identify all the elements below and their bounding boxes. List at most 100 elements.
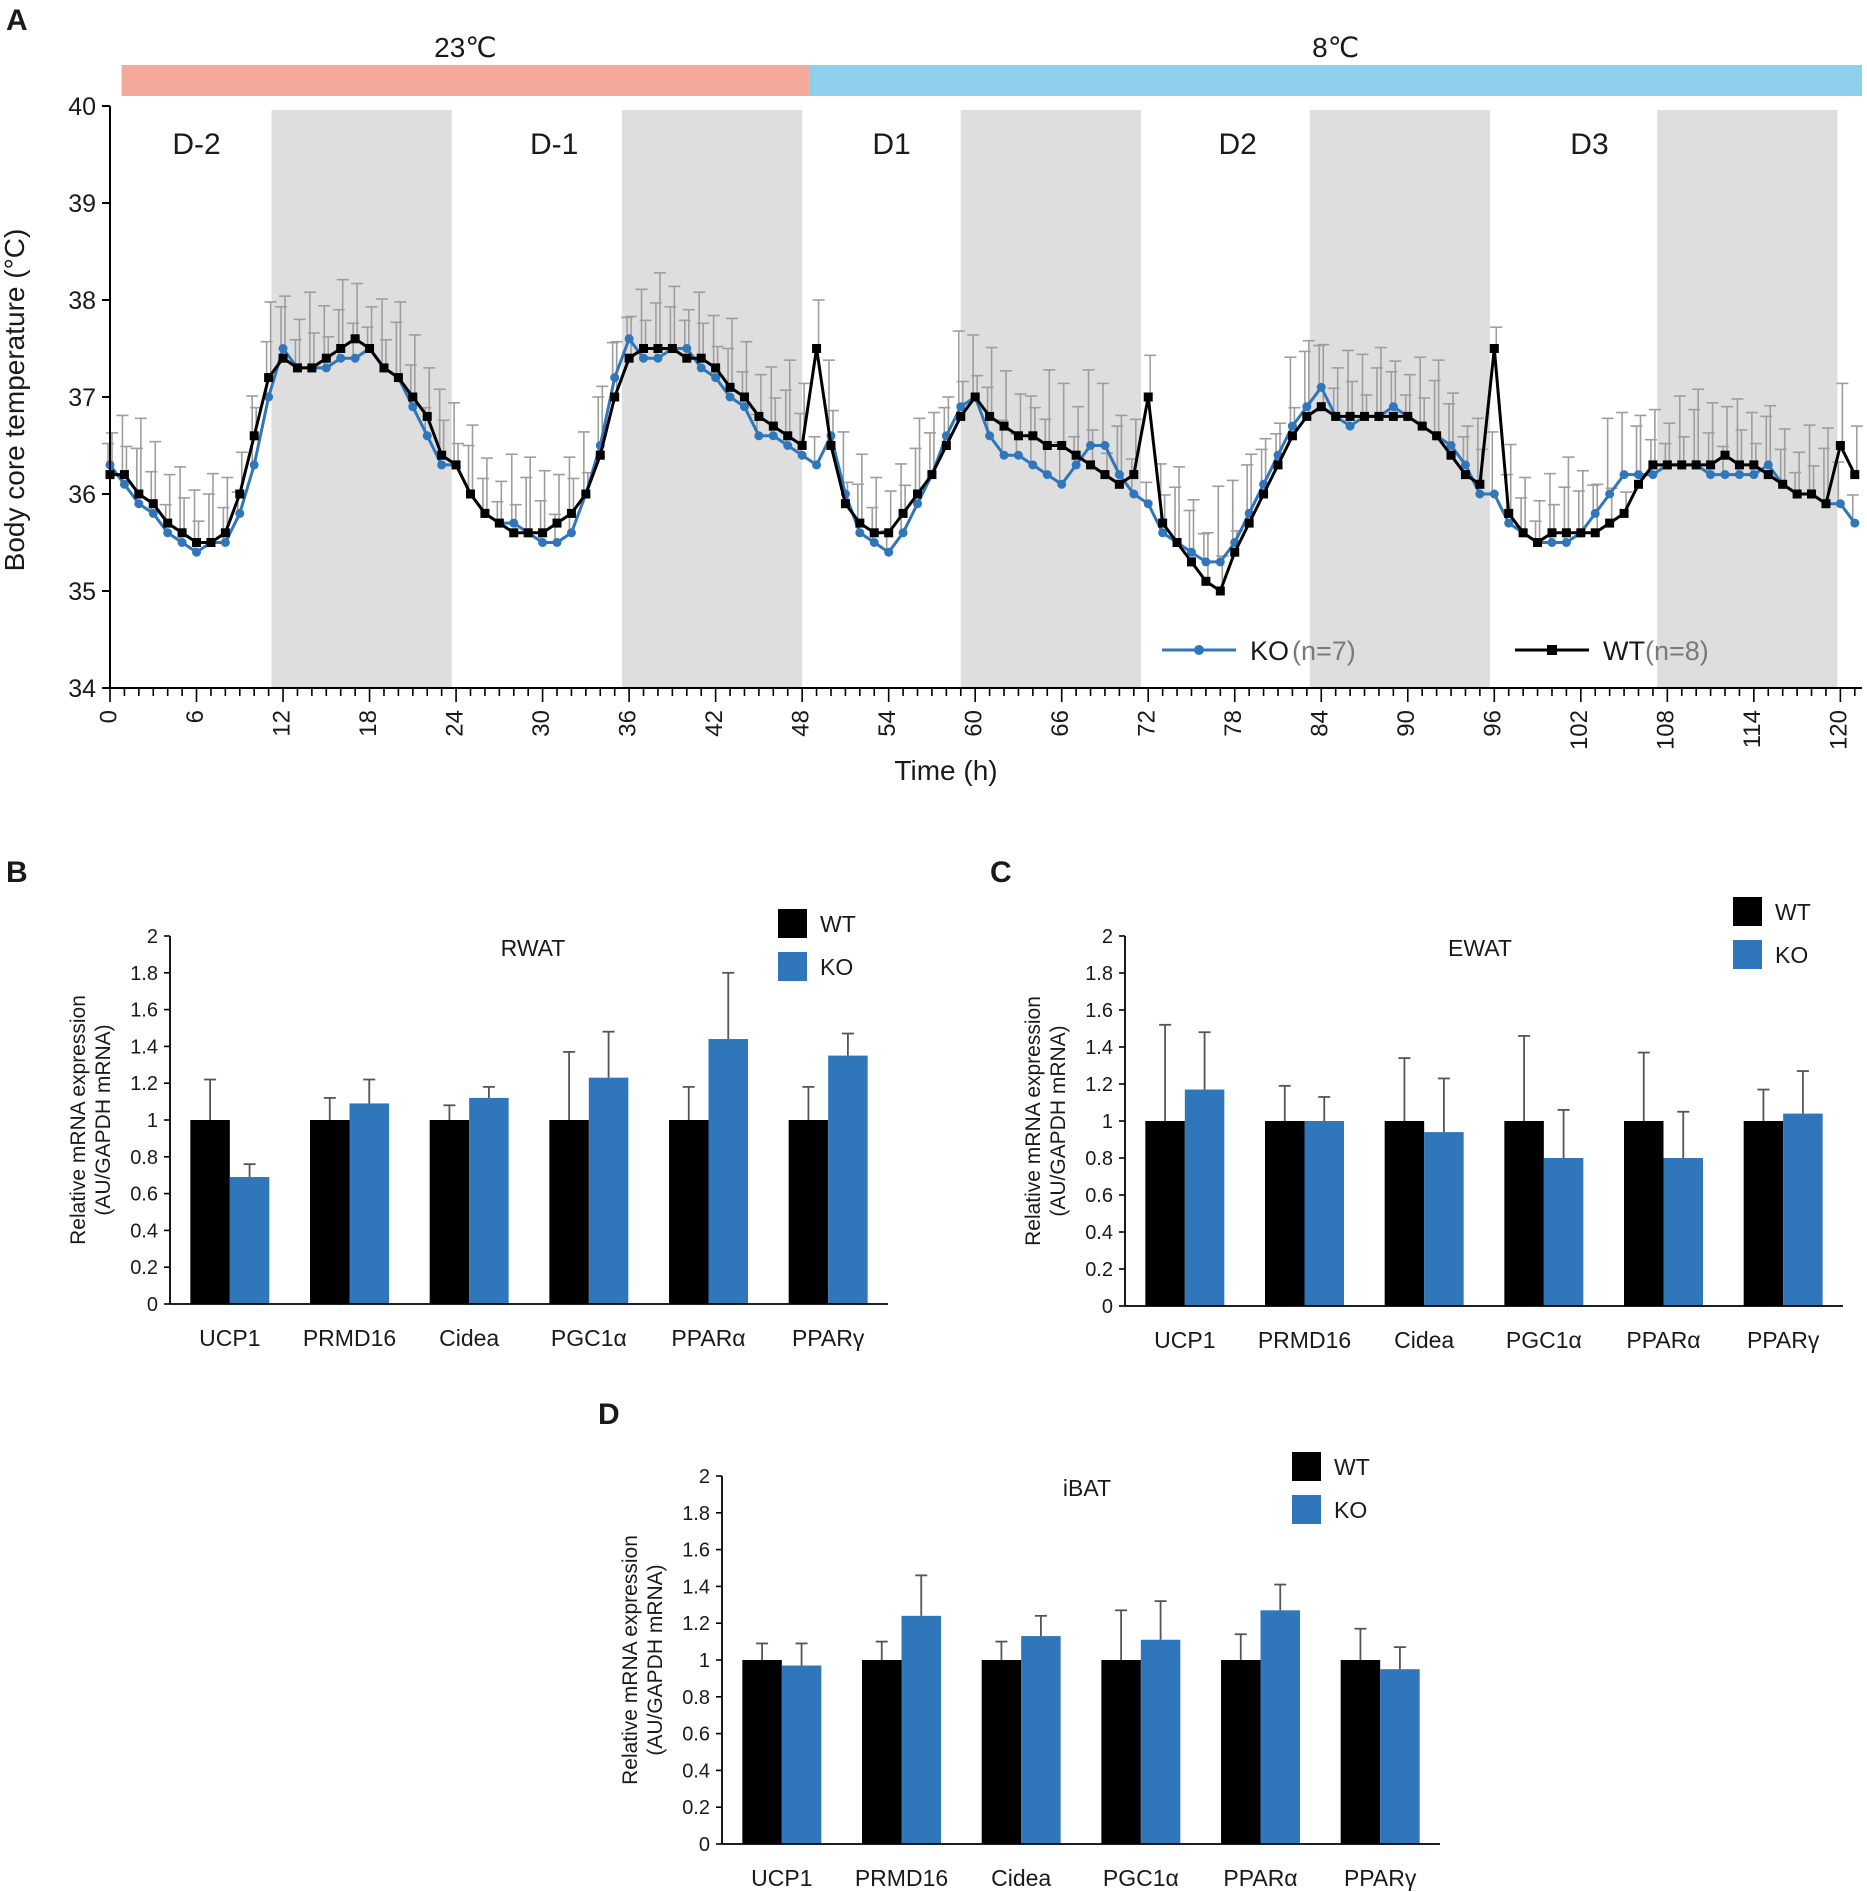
ko-data-point [653, 353, 663, 363]
legend-label-wt: WT [1603, 636, 1645, 666]
wt-data-point [1446, 450, 1456, 460]
wt-data-point [1821, 499, 1831, 509]
wt-data-point [581, 489, 591, 499]
ko-data-point [1287, 421, 1297, 431]
ko-data-point [739, 402, 749, 412]
y-tick-label: 0 [699, 1834, 710, 1856]
ko-bar [1184, 1089, 1225, 1306]
wt-data-point [566, 508, 576, 518]
ko-data-point [1042, 470, 1052, 480]
y-tick-label: 2 [147, 926, 158, 948]
legend-label-ko: KO [1334, 1497, 1367, 1523]
ko-bar [1304, 1121, 1344, 1306]
ko-data-point [509, 518, 519, 528]
wt-bar [1504, 1121, 1544, 1306]
wt-data-point [1590, 528, 1600, 538]
wt-bar [1145, 1121, 1185, 1306]
ko-data-point [192, 547, 202, 557]
wt-data-point [451, 460, 461, 470]
y-tick-label: 1 [699, 1650, 710, 1672]
y-tick-label: 0.8 [1085, 1148, 1113, 1170]
category-label: Cidea [439, 1325, 499, 1351]
wt-data-point [1201, 576, 1211, 586]
ko-bar [1380, 1669, 1420, 1844]
wt-data-point [220, 528, 230, 538]
y-axis-title: Body core temperature (°C) [0, 229, 30, 572]
category-label: PPARγ [1344, 1865, 1417, 1891]
wt-data-point [1432, 431, 1442, 441]
ko-data-point [235, 508, 245, 518]
y-tick-label: 34 [68, 675, 96, 703]
y-tick-label: 1.2 [130, 1073, 158, 1095]
wt-bar [742, 1660, 782, 1844]
ko-bar [229, 1177, 270, 1304]
category-label: PGC1α [1103, 1865, 1179, 1891]
y-axis-title-units: (AU/GAPDH mRNA) [644, 1564, 667, 1755]
wt-data-point [797, 441, 807, 450]
y-tick-label: 1.2 [1085, 1074, 1113, 1096]
ko-data-point [437, 460, 447, 470]
ko-data-point [1158, 528, 1168, 538]
wt-bar [1101, 1660, 1141, 1844]
ko-data-point [999, 450, 1009, 460]
wt-data-point [249, 431, 259, 441]
day-label: D3 [1570, 128, 1608, 161]
ko-data-point [610, 373, 620, 383]
ko-data-point [711, 373, 721, 383]
ko-data-point [1648, 470, 1658, 480]
x-tick-label: 48 [787, 710, 814, 737]
ko-data-point [1706, 470, 1716, 480]
x-tick-label: 72 [1134, 710, 1161, 737]
x-tick-label: 114 [1739, 710, 1766, 748]
ko-data-point [321, 363, 331, 373]
category-label: UCP1 [199, 1325, 260, 1351]
legend-label-ko: KO [1250, 636, 1289, 666]
wt-data-point [1547, 528, 1557, 538]
wt-data-point [869, 528, 879, 538]
ko-data-point [1763, 460, 1773, 470]
ko-bar [1140, 1639, 1181, 1844]
ko-data-point [1100, 441, 1110, 450]
ko-data-point [1619, 470, 1629, 480]
category-label: PPARγ [792, 1325, 865, 1351]
ko-data-point [566, 528, 576, 538]
ko-data-point [725, 392, 735, 402]
wt-data-point [1533, 538, 1543, 547]
wt-data-point [855, 518, 865, 528]
y-tick-label: 0 [1102, 1296, 1113, 1318]
wt-bar [669, 1120, 709, 1304]
wt-data-point [1287, 431, 1297, 441]
wt-data-point [1720, 450, 1730, 460]
x-tick-label: 42 [701, 710, 728, 737]
wt-data-point [639, 344, 649, 353]
day-label: D-1 [530, 128, 578, 161]
ko-data-point [797, 450, 807, 460]
wt-data-point [1662, 460, 1672, 470]
wt-data-point [624, 353, 634, 363]
x-tick-label: 30 [528, 710, 555, 737]
wt-bar [1340, 1660, 1381, 1844]
wt-data-point [393, 373, 403, 383]
y-tick-label: 1.8 [130, 963, 158, 985]
wt-data-point [1417, 421, 1427, 431]
ko-data-point [1345, 421, 1355, 431]
wt-data-point [812, 344, 822, 353]
ko-bar [588, 1077, 629, 1304]
wt-data-point [1086, 460, 1096, 470]
wt-data-point [1129, 470, 1139, 480]
y-tick-label: 1.2 [682, 1613, 710, 1635]
ko-data-point [624, 334, 634, 344]
y-tick-label: 1.6 [130, 1000, 158, 1022]
wt-data-point [1489, 344, 1499, 353]
ko-data-point [1561, 538, 1571, 547]
legend-swatch-wt [778, 909, 807, 938]
wt-data-point [682, 353, 692, 363]
ko-data-point [696, 363, 706, 373]
wt-data-point [667, 344, 677, 353]
y-axis-title: Relative mRNA expression [619, 1535, 642, 1785]
ko-data-point [278, 344, 288, 353]
day-label: D-2 [172, 128, 220, 161]
wt-data-point [163, 518, 173, 528]
ko-data-point [1734, 470, 1744, 480]
y-tick-label: 1.6 [682, 1540, 710, 1562]
